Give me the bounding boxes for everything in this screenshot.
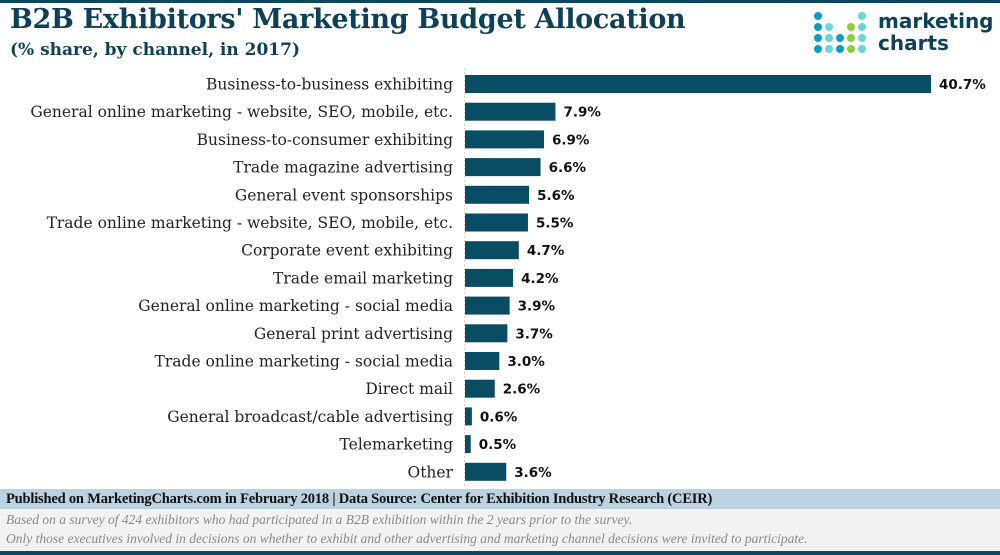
value-label: 40.7% <box>939 77 986 93</box>
category-label: Trade email marketing <box>273 269 453 287</box>
bar <box>465 75 931 93</box>
value-label: 7.9% <box>563 105 601 121</box>
category-label: General broadcast/cable advertising <box>167 408 453 426</box>
bar <box>465 241 519 260</box>
logo-dot <box>825 34 833 42</box>
category-label: Telemarketing <box>340 436 454 454</box>
value-label: 6.9% <box>552 132 590 148</box>
bar <box>465 158 541 177</box>
value-label: 5.5% <box>536 216 574 232</box>
value-label: 3.0% <box>507 354 545 370</box>
chart-subtitle: (% share, by channel, in 2017) <box>10 40 301 60</box>
value-label: 4.7% <box>527 243 565 259</box>
category-label: Trade magazine advertising <box>233 159 453 177</box>
value-label: 6.6% <box>549 160 587 176</box>
bar <box>465 185 530 204</box>
logo-dot <box>825 23 833 31</box>
value-label: 5.6% <box>537 188 575 204</box>
category-label: General print advertising <box>254 325 453 343</box>
footer-notes-area <box>0 509 1000 551</box>
footer-source-bar <box>0 489 1000 509</box>
bottom-border <box>0 551 1000 555</box>
category-label: Trade online marketing - website, SEO, m… <box>47 214 453 232</box>
category-label: Trade online marketing - social media <box>155 353 453 371</box>
logo-dot <box>814 12 822 20</box>
bar <box>465 213 528 232</box>
logo-dot <box>847 45 855 53</box>
bar <box>465 296 510 315</box>
top-border <box>0 0 1000 3</box>
bar <box>465 102 556 121</box>
bar <box>465 435 471 454</box>
bar <box>465 462 507 481</box>
bar <box>465 324 508 343</box>
bar <box>465 268 514 287</box>
value-label: 3.6% <box>514 465 552 481</box>
category-label: Business-to-consumer exhibiting <box>197 131 453 149</box>
category-label: Business-to-business exhibiting <box>206 76 453 94</box>
value-label: 2.6% <box>503 382 541 398</box>
footer-published-source: Published on MarketingCharts.com in Febr… <box>6 491 713 507</box>
logo-dot <box>858 12 866 20</box>
category-label: Corporate event exhibiting <box>241 242 453 260</box>
logo-dot <box>814 23 822 31</box>
logo-dot <box>847 34 855 42</box>
logo-dot <box>825 45 833 53</box>
chart-title: B2B Exhibitors' Marketing Budget Allocat… <box>10 4 686 35</box>
logo-dot <box>814 34 822 42</box>
logo-text-line2: charts <box>878 31 949 55</box>
logo-text: marketing charts <box>878 10 994 54</box>
value-label: 0.5% <box>479 437 517 453</box>
logo-dot <box>836 45 844 53</box>
category-label: General event sponsorships <box>235 186 453 204</box>
logo-dot <box>858 23 866 31</box>
logo-dot <box>858 34 866 42</box>
value-label: 0.6% <box>480 409 518 425</box>
logo-dot <box>836 34 844 42</box>
bar-chart: Business-to-business exhibiting 40.7% Gene… <box>30 68 986 486</box>
bar <box>465 130 545 149</box>
bars-group: Business-to-business exhibiting 40.7% Gene… <box>30 68 986 486</box>
bar <box>465 352 500 370</box>
logo-dot <box>858 45 866 53</box>
bar <box>465 407 472 426</box>
footer-note-2: Only those executives involved in decisi… <box>6 531 808 546</box>
bar <box>465 379 495 398</box>
category-label: General online marketing - website, SEO,… <box>30 103 453 121</box>
value-label: 4.2% <box>521 271 559 287</box>
logo-dot <box>814 45 822 53</box>
category-label: General online marketing - social media <box>138 297 453 315</box>
marketingcharts-logo: marketing charts <box>814 10 994 60</box>
logo-dot <box>847 23 855 31</box>
category-label: Direct mail <box>365 380 453 398</box>
logo-text-line1: marketing <box>878 9 994 33</box>
category-label: Other <box>407 463 453 481</box>
value-label: 3.9% <box>518 299 556 315</box>
footer-note-1: Based on a survey of 424 exhibitors who … <box>6 512 633 527</box>
value-label: 3.7% <box>515 326 553 342</box>
